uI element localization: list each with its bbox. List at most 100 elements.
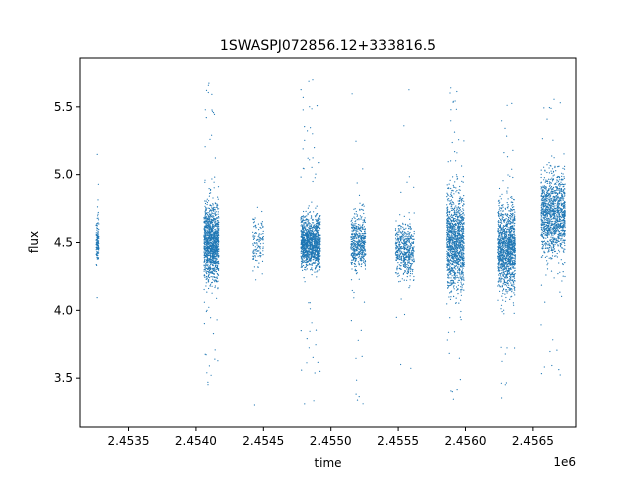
data-point <box>460 310 462 313</box>
data-point <box>462 274 464 276</box>
data-point <box>311 256 313 258</box>
data-point <box>312 180 314 183</box>
data-point <box>318 229 320 232</box>
data-point <box>460 257 463 259</box>
data-point <box>208 195 210 197</box>
data-point <box>206 203 208 206</box>
data-point <box>413 238 415 240</box>
data-point <box>307 243 309 246</box>
data-point <box>308 256 310 258</box>
data-point <box>453 262 455 264</box>
data-point <box>213 248 215 250</box>
data-point <box>460 199 462 201</box>
data-point <box>215 246 217 248</box>
data-point <box>305 247 307 249</box>
data-point <box>213 113 216 115</box>
data-point <box>458 357 460 359</box>
data-point <box>406 181 408 183</box>
data-point <box>95 242 97 244</box>
data-point <box>448 198 450 200</box>
data-point <box>448 244 451 246</box>
data-point <box>451 269 453 271</box>
data-point <box>260 233 262 235</box>
data-point <box>360 249 362 251</box>
data-point <box>455 224 457 226</box>
data-point <box>96 153 98 155</box>
data-point <box>462 230 464 232</box>
data-point <box>210 248 212 250</box>
data-point <box>446 212 448 214</box>
data-point <box>252 234 254 236</box>
data-point <box>501 193 503 195</box>
data-point <box>217 280 219 282</box>
data-point <box>216 277 218 279</box>
data-point <box>213 206 215 208</box>
data-point <box>312 269 314 271</box>
data-point <box>304 403 306 405</box>
data-point <box>210 188 212 191</box>
data-point <box>360 218 362 220</box>
data-point <box>410 243 412 245</box>
data-point <box>210 261 213 263</box>
data-point <box>358 233 360 235</box>
data-point <box>211 281 213 283</box>
data-point <box>452 269 454 271</box>
data-point <box>303 222 305 224</box>
data-point <box>97 257 99 259</box>
data-point <box>356 246 358 249</box>
data-point <box>218 235 220 237</box>
data-point <box>213 260 215 262</box>
data-point <box>206 247 208 249</box>
data-point <box>446 226 448 228</box>
data-point <box>462 229 464 231</box>
data-point <box>313 254 316 256</box>
data-point <box>352 232 354 234</box>
data-point <box>206 248 208 250</box>
data-point <box>360 208 362 210</box>
data-point <box>203 234 205 236</box>
data-point <box>213 231 216 233</box>
data-point <box>452 257 454 259</box>
data-point <box>218 268 220 270</box>
data-point <box>453 265 455 267</box>
data-point <box>364 262 366 264</box>
data-point <box>255 259 257 261</box>
data-point <box>205 270 207 272</box>
data-point <box>213 216 215 218</box>
data-point <box>204 213 206 215</box>
data-point <box>394 272 397 274</box>
data-point <box>453 193 455 195</box>
data-point <box>450 240 452 242</box>
data-point <box>316 219 318 222</box>
data-point <box>261 236 264 239</box>
data-point <box>208 218 210 221</box>
data-point <box>412 248 414 250</box>
data-point <box>205 209 207 212</box>
data-point <box>214 213 216 216</box>
data-point <box>315 265 317 267</box>
data-point <box>458 209 460 211</box>
data-point <box>207 230 209 232</box>
data-point <box>461 269 464 271</box>
data-point <box>400 240 402 242</box>
data-point <box>316 248 319 250</box>
data-point <box>403 256 405 259</box>
data-point <box>455 244 458 246</box>
data-point <box>396 273 398 275</box>
data-point <box>351 224 353 226</box>
data-point <box>216 235 219 237</box>
data-point <box>457 225 459 227</box>
data-point <box>448 243 450 245</box>
data-point <box>302 252 304 254</box>
data-point <box>305 237 307 239</box>
data-point <box>97 213 99 215</box>
data-point <box>400 268 402 270</box>
data-point <box>353 233 356 235</box>
data-point <box>448 296 450 298</box>
data-point <box>459 269 461 271</box>
data-point <box>262 226 264 228</box>
data-point <box>362 242 365 245</box>
data-point <box>203 323 205 325</box>
data-point <box>212 204 214 206</box>
data-point <box>204 218 206 220</box>
